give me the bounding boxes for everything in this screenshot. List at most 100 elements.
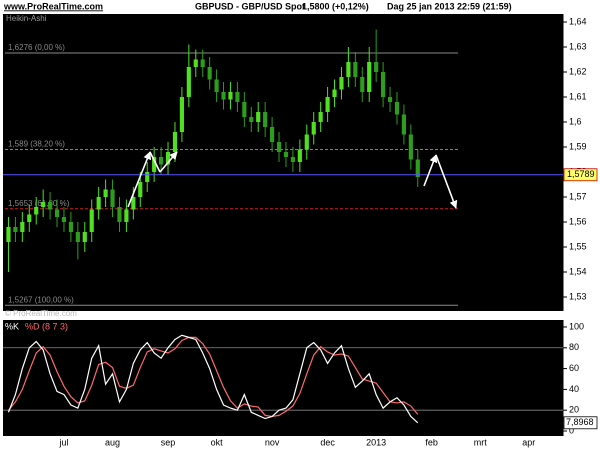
stochastic-layer: %K %D (8 7 3) — [3, 321, 563, 424]
candle-body — [186, 67, 191, 97]
arrow — [423, 154, 438, 187]
stochastic-panel — [3, 320, 563, 436]
y-tick-label: 20 — [569, 405, 579, 415]
candle-body — [179, 97, 184, 132]
candle-body — [346, 62, 351, 77]
candle-body — [290, 157, 295, 162]
candle-body — [41, 202, 46, 207]
candle-body — [263, 112, 268, 127]
candle-body — [304, 134, 309, 150]
fibonacci-label: 1,5267 (100,00 %) — [8, 295, 74, 304]
candle-body — [48, 202, 53, 210]
candle-body — [54, 209, 60, 217]
candle-body — [117, 207, 122, 222]
candle-body — [339, 77, 344, 90]
y-tick-label: 0 — [569, 425, 574, 435]
candle-body — [6, 227, 11, 242]
y-tick-label: 1,55 — [569, 241, 587, 251]
x-tick-label: sep — [161, 437, 176, 447]
candle-body — [318, 112, 323, 122]
candle-body — [270, 127, 275, 142]
arrow — [159, 151, 178, 173]
y-tick-label: 40 — [569, 384, 579, 394]
arrow — [435, 154, 458, 209]
candle-body — [61, 217, 67, 222]
quote: 1,5800 (+0,12%) — [302, 1, 369, 11]
candle-body — [89, 209, 94, 232]
x-tick-label: apr — [522, 437, 535, 447]
y-tick-label: 1,6 — [569, 116, 582, 126]
candle-body — [374, 62, 379, 72]
current-price-box — [563, 168, 598, 182]
candle-body — [332, 89, 337, 97]
candle-body — [152, 157, 157, 172]
y-tick-label: 1,56 — [569, 216, 587, 226]
candle-body — [387, 97, 393, 102]
candle-body — [145, 172, 150, 182]
y-tick-label: 1,57 — [569, 191, 587, 201]
candle-body — [200, 59, 205, 67]
candle-body — [193, 59, 198, 67]
site-link[interactable]: www.ProRealTime.com — [3, 1, 103, 11]
legend-entry: %K — [5, 321, 19, 331]
legend-entry: %D (8 7 3) — [25, 321, 68, 331]
candle-body — [103, 189, 108, 197]
x-tick-label: okt — [211, 437, 224, 447]
arrow — [149, 151, 161, 173]
candle-body — [131, 197, 136, 210]
candle-body — [235, 92, 240, 102]
candle-body — [353, 62, 358, 77]
timestamp: Dag 25 jan 2013 22:59 (21:59) — [387, 1, 512, 11]
y-tick-label: 1,53 — [569, 291, 587, 301]
y-tick-label: 1,64 — [569, 16, 587, 26]
instrument-title: GBPUSD - GBP/USD Spot — [195, 1, 305, 11]
candle-body — [172, 132, 178, 152]
candle-body — [242, 102, 247, 117]
candle-body — [394, 102, 400, 115]
candle-body — [96, 197, 101, 210]
y-tick-label: 1,59 — [569, 141, 587, 151]
candle-body — [214, 79, 219, 92]
candle-body — [297, 149, 302, 162]
candle-body — [415, 159, 420, 177]
candle-body — [221, 92, 226, 100]
y-tick-label: 1,62 — [569, 66, 587, 76]
candle-body — [408, 134, 413, 160]
candle-body — [165, 152, 171, 165]
y-tick-label: 1,61 — [569, 91, 587, 101]
y-tick-label: 1,54 — [569, 266, 587, 276]
stochastic-line — [8, 336, 419, 418]
candle-body — [381, 72, 386, 97]
y-tick-label: 60 — [569, 363, 579, 373]
candle-body — [68, 222, 73, 232]
fibonacci-label: 1,589 (38,20 %) — [8, 140, 65, 149]
candle-body — [138, 182, 143, 197]
candle-body — [276, 142, 282, 152]
candle-body — [82, 232, 87, 242]
candle-body — [13, 227, 18, 232]
x-tick-label: mrt — [474, 437, 487, 447]
candle-body — [124, 209, 129, 222]
candle-body — [20, 222, 25, 232]
style-label: Heikin-Ashi — [6, 14, 47, 23]
drawn-arrows — [127, 151, 458, 209]
candle-body — [367, 62, 372, 92]
candle-body — [110, 189, 115, 207]
candle-body — [311, 122, 316, 135]
main-layer: 1,6276 (0,00 %) 1,589 (38,20 %) 1,5653 (61… — [3, 29, 563, 306]
candle-body — [34, 207, 39, 215]
y-tick-label: 80 — [569, 342, 579, 352]
x-tick-label: aug — [105, 437, 120, 447]
candle-body — [159, 157, 164, 165]
candle-body — [207, 67, 212, 80]
candle-body — [228, 92, 233, 100]
stochastic-line — [7, 334, 419, 424]
y-tick-label: 1,63 — [569, 41, 587, 51]
candle-body — [360, 77, 365, 92]
watermark: © ProRealTime.com — [5, 309, 77, 318]
x-tick-label: 2013 — [366, 437, 386, 447]
current-price-label: 1,5789 — [567, 169, 595, 179]
